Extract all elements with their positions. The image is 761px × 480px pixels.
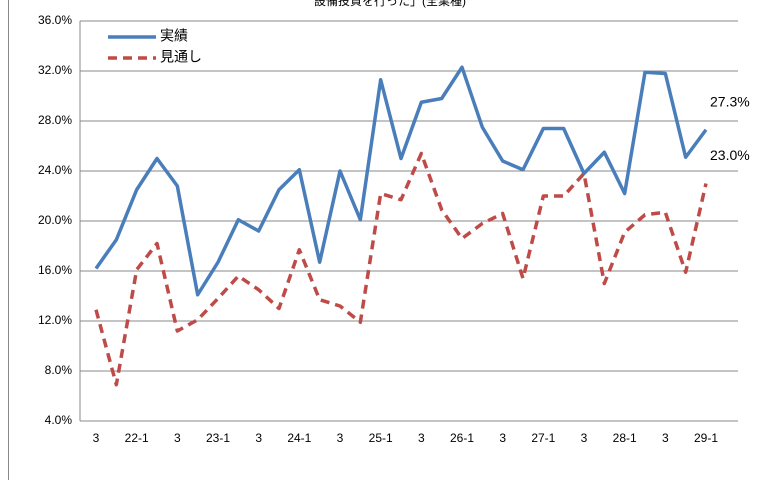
x-tick-label: 25-1 (369, 431, 393, 445)
legend-label: 実績 (160, 28, 188, 44)
x-tick-label: 3 (581, 431, 588, 445)
y-tick-label: 36.0% (38, 13, 72, 27)
line-series (94, 151, 708, 387)
x-tick-label: 3 (337, 431, 344, 445)
y-tick-label: 4.0% (45, 413, 73, 427)
y-tick-label: 28.0% (38, 113, 72, 127)
y-tick-label: 12.0% (38, 313, 72, 327)
legend-label: 見通し (160, 49, 202, 65)
y-tick-label: 20.0% (38, 213, 72, 227)
x-tick-label: 23-1 (206, 431, 230, 445)
x-tick-label: 3 (662, 431, 669, 445)
data-label: 23.0% (710, 147, 750, 163)
x-tick-label: 3 (93, 431, 100, 445)
x-tick-label: 24-1 (287, 431, 311, 445)
y-tick-label: 8.0% (45, 363, 73, 377)
x-tick-label: 3 (255, 431, 262, 445)
x-tick-label: 3 (174, 431, 181, 445)
y-tick-label: 24.0% (38, 163, 72, 177)
x-tick-label: 3 (418, 431, 425, 445)
data-label: 27.3% (710, 93, 750, 109)
y-tick-label: 16.0% (38, 263, 72, 277)
x-tick-label: 28-1 (613, 431, 637, 445)
y-tick-label: 32.0% (38, 63, 72, 77)
x-tick-label: 29-1 (694, 431, 718, 445)
x-tick-label: 3 (499, 431, 506, 445)
x-tick-label: 22-1 (125, 431, 149, 445)
x-tick-label: 27-1 (531, 431, 555, 445)
chart-title: 設備投資を行った」(全業種) (314, 0, 466, 8)
x-tick-label: 26-1 (450, 431, 474, 445)
line-series (94, 65, 708, 297)
